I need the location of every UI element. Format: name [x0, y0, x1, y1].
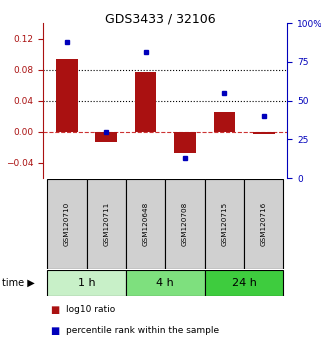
Bar [205, 179, 244, 269]
Text: GSM120708: GSM120708 [182, 202, 188, 246]
Text: percentile rank within the sample: percentile rank within the sample [66, 326, 219, 336]
Bar [87, 179, 126, 269]
Text: 4 h: 4 h [156, 278, 174, 288]
Text: log10 ratio: log10 ratio [66, 305, 115, 314]
Text: GSM120711: GSM120711 [103, 202, 109, 246]
Text: time ▶: time ▶ [2, 278, 34, 288]
Text: GSM120648: GSM120648 [143, 202, 149, 246]
Bar [56, 59, 78, 132]
Bar [165, 179, 205, 269]
Bar [174, 132, 196, 153]
Bar [213, 112, 235, 132]
Text: ■: ■ [50, 326, 59, 336]
Bar [47, 179, 87, 269]
Bar [253, 132, 274, 134]
Text: GSM120715: GSM120715 [221, 202, 227, 246]
Bar [126, 270, 205, 296]
Bar [126, 179, 165, 269]
Bar [135, 72, 156, 132]
Bar [244, 179, 283, 269]
Text: 1 h: 1 h [78, 278, 95, 288]
Bar [205, 270, 283, 296]
Text: GDS3433 / 32106: GDS3433 / 32106 [105, 12, 216, 25]
Text: 24 h: 24 h [231, 278, 256, 288]
Text: ■: ■ [50, 305, 59, 315]
Bar [47, 270, 126, 296]
Text: GSM120710: GSM120710 [64, 202, 70, 246]
Text: GSM120716: GSM120716 [261, 202, 267, 246]
Bar [95, 132, 117, 142]
